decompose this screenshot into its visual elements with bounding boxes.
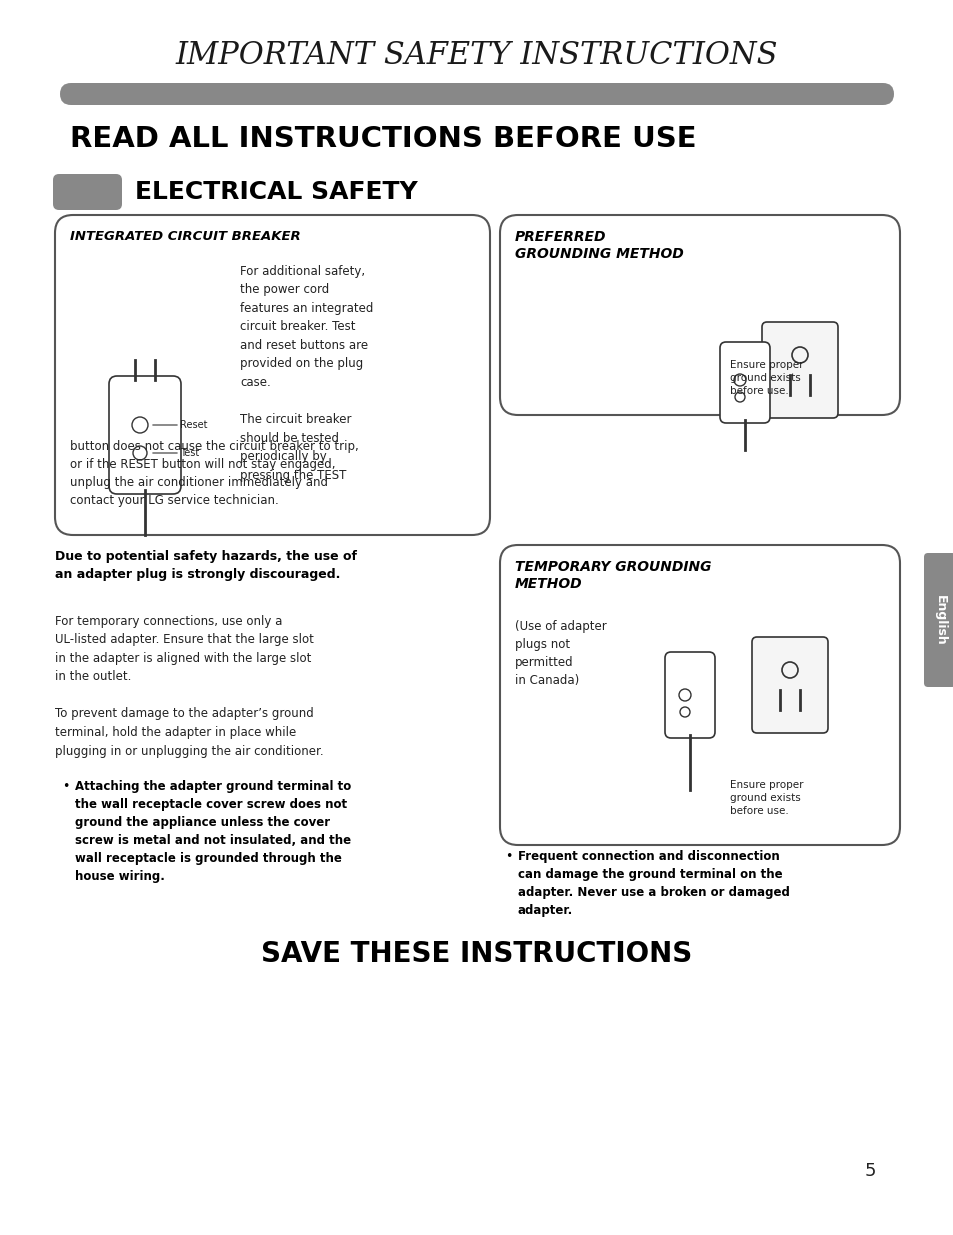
FancyBboxPatch shape xyxy=(60,83,893,105)
Text: READ ALL INSTRUCTIONS BEFORE USE: READ ALL INSTRUCTIONS BEFORE USE xyxy=(70,125,696,153)
Text: IMPORTANT SAFETY INSTRUCTIONS: IMPORTANT SAFETY INSTRUCTIONS xyxy=(175,40,778,70)
Text: (Use of adapter
plugs not
permitted
in Canada): (Use of adapter plugs not permitted in C… xyxy=(515,620,606,687)
Text: Attaching the adapter ground terminal to
the wall receptacle cover screw does no: Attaching the adapter ground terminal to… xyxy=(75,781,351,883)
Text: Frequent connection and disconnection
can damage the ground terminal on the
adap: Frequent connection and disconnection ca… xyxy=(517,850,789,918)
Text: For temporary connections, use only a
UL-listed adapter. Ensure that the large s: For temporary connections, use only a UL… xyxy=(55,615,323,757)
Text: For additional safety,
the power cord
features an integrated
circuit breaker. Te: For additional safety, the power cord fe… xyxy=(240,266,373,482)
Text: INTEGRATED CIRCUIT BREAKER: INTEGRATED CIRCUIT BREAKER xyxy=(70,230,300,243)
FancyBboxPatch shape xyxy=(751,637,827,734)
Text: TEMPORARY GROUNDING
METHOD: TEMPORARY GROUNDING METHOD xyxy=(515,559,711,592)
Text: •: • xyxy=(504,850,512,863)
FancyBboxPatch shape xyxy=(499,215,899,415)
Text: ELECTRICAL SAFETY: ELECTRICAL SAFETY xyxy=(135,180,417,204)
Text: English: English xyxy=(933,594,945,646)
FancyBboxPatch shape xyxy=(761,322,837,417)
FancyBboxPatch shape xyxy=(664,652,714,739)
FancyBboxPatch shape xyxy=(923,553,953,687)
Text: Due to potential safety hazards, the use of
an adapter plug is strongly discoura: Due to potential safety hazards, the use… xyxy=(55,550,356,580)
FancyBboxPatch shape xyxy=(53,174,122,210)
FancyBboxPatch shape xyxy=(109,375,181,494)
Text: Ensure proper
ground exists
before use.: Ensure proper ground exists before use. xyxy=(729,781,802,816)
Text: Reset: Reset xyxy=(180,420,208,430)
Text: Ensure proper
ground exists
before use.: Ensure proper ground exists before use. xyxy=(729,359,802,396)
FancyBboxPatch shape xyxy=(55,215,490,535)
Text: Test: Test xyxy=(180,448,199,458)
Text: •: • xyxy=(62,781,70,793)
Text: button does not cause the circuit breaker to trip,
or if the RESET button will n: button does not cause the circuit breake… xyxy=(70,440,358,508)
Text: 5: 5 xyxy=(863,1162,875,1179)
FancyBboxPatch shape xyxy=(499,545,899,845)
Text: SAVE THESE INSTRUCTIONS: SAVE THESE INSTRUCTIONS xyxy=(261,940,692,968)
Text: PREFERRED
GROUNDING METHOD: PREFERRED GROUNDING METHOD xyxy=(515,230,683,262)
FancyBboxPatch shape xyxy=(720,342,769,424)
